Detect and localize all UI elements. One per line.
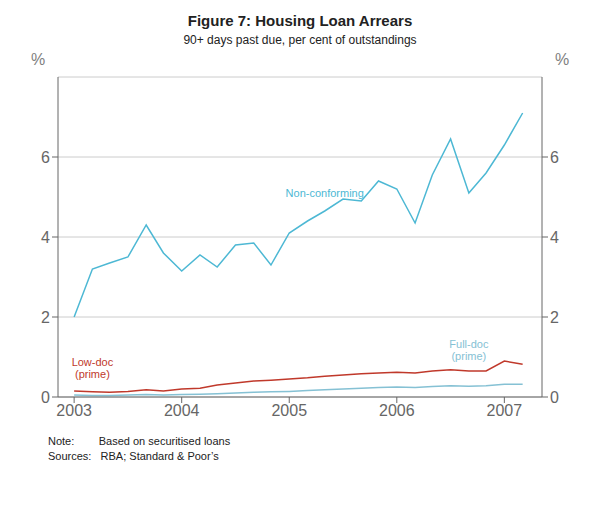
svg-text:0: 0	[41, 389, 50, 406]
svg-text:2006: 2006	[379, 402, 415, 419]
svg-text:2007: 2007	[487, 402, 523, 419]
svg-text:2003: 2003	[56, 402, 92, 419]
svg-text:%: %	[555, 51, 569, 68]
svg-text:2005: 2005	[271, 402, 307, 419]
html-text:90+ days past due, per cent of: 90+ days past due, per cent of outstandi…	[183, 33, 417, 47]
svg-text:Full-doc(prime): Full-doc(prime)	[449, 338, 489, 362]
html-text:Note: Based on securitised loa: Note: Based on securitised loans	[48, 435, 231, 447]
svg-text:4: 4	[41, 229, 50, 246]
html-text:Figure 7: Housing Loan Arrears: Figure 7: Housing Loan Arrears	[187, 12, 413, 29]
html-text:Sources: RBA; Standard & Poor’: Sources: RBA; Standard & Poor’s	[48, 450, 219, 462]
svg-text:6: 6	[550, 149, 559, 166]
svg-text:2: 2	[41, 309, 50, 326]
svg-text:%: %	[31, 51, 45, 68]
svg-text:6: 6	[41, 149, 50, 166]
svg-text:4: 4	[550, 229, 559, 246]
svg-text:Non-conforming: Non-conforming	[286, 187, 364, 199]
svg-text:2004: 2004	[164, 402, 200, 419]
svg-text:2: 2	[550, 309, 559, 326]
svg-text:Low-doc(prime): Low-doc(prime)	[72, 356, 114, 380]
svg-text:0: 0	[550, 389, 559, 406]
